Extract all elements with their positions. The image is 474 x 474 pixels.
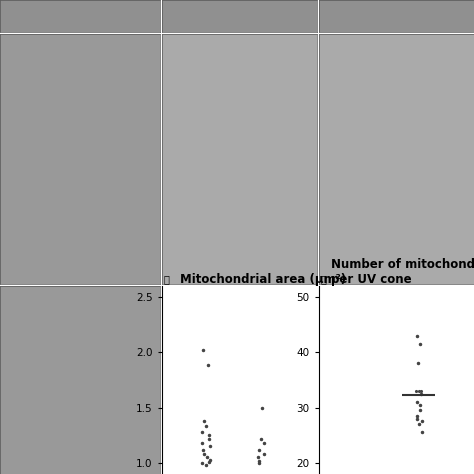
Text: ⓗ: ⓗ bbox=[320, 274, 326, 284]
Text: Mitochondrial area (μm²): Mitochondrial area (μm²) bbox=[180, 273, 346, 286]
Text: ⓖ: ⓖ bbox=[163, 274, 169, 284]
Text: Number of mitochondria
per UV cone: Number of mitochondria per UV cone bbox=[331, 258, 474, 286]
